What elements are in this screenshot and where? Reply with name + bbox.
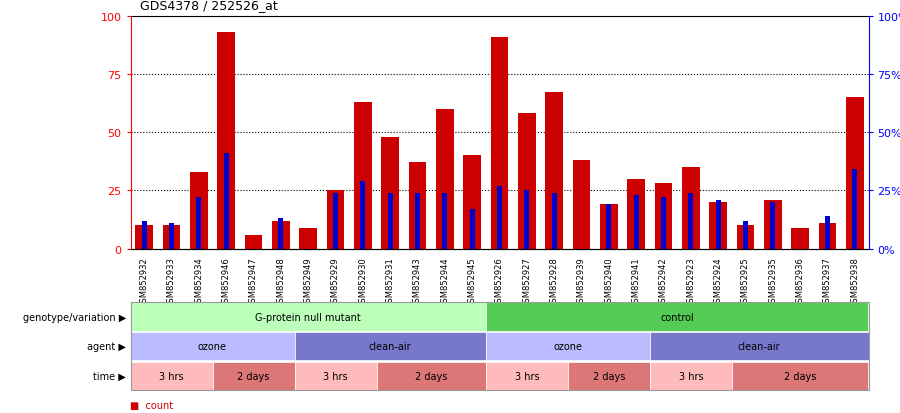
- Bar: [141, 221, 147, 249]
- Bar: [497, 186, 502, 249]
- Text: 3 hrs: 3 hrs: [515, 371, 539, 381]
- Text: ozone: ozone: [198, 342, 227, 351]
- Bar: [190, 172, 208, 249]
- Text: 3 hrs: 3 hrs: [679, 371, 703, 381]
- Bar: [600, 205, 617, 249]
- Bar: [736, 226, 754, 249]
- Bar: [464, 156, 481, 249]
- Bar: [688, 193, 694, 249]
- Text: G-protein null mutant: G-protein null mutant: [256, 312, 361, 322]
- Text: 2 days: 2 days: [415, 371, 447, 381]
- Bar: [846, 98, 864, 249]
- Bar: [388, 193, 392, 249]
- Bar: [272, 221, 290, 249]
- Bar: [333, 193, 338, 249]
- Text: ■  percentile rank within the sample: ■ percentile rank within the sample: [130, 412, 311, 413]
- Bar: [278, 219, 284, 249]
- Text: time ▶: time ▶: [94, 371, 126, 381]
- Bar: [300, 228, 317, 249]
- Bar: [442, 193, 447, 249]
- Bar: [327, 191, 345, 249]
- Bar: [163, 226, 180, 249]
- Text: control: control: [661, 312, 694, 322]
- Bar: [742, 221, 748, 249]
- Bar: [382, 138, 399, 249]
- Bar: [682, 168, 699, 249]
- Bar: [791, 228, 809, 249]
- Bar: [661, 198, 666, 249]
- Text: clean-air: clean-air: [738, 342, 780, 351]
- Bar: [169, 223, 175, 249]
- Bar: [436, 109, 454, 249]
- Bar: [545, 93, 563, 249]
- Bar: [491, 38, 508, 249]
- Bar: [409, 163, 427, 249]
- Bar: [135, 226, 153, 249]
- Bar: [196, 198, 202, 249]
- Bar: [709, 202, 727, 249]
- Text: 3 hrs: 3 hrs: [159, 371, 184, 381]
- Text: 2 days: 2 days: [592, 371, 625, 381]
- Text: clean-air: clean-air: [369, 342, 411, 351]
- Bar: [552, 193, 557, 249]
- Bar: [819, 223, 836, 249]
- Bar: [634, 196, 639, 249]
- Bar: [217, 33, 235, 249]
- Bar: [607, 205, 611, 249]
- Bar: [518, 114, 536, 249]
- Text: 2 days: 2 days: [238, 371, 270, 381]
- Bar: [223, 154, 229, 249]
- Text: ■  count: ■ count: [130, 400, 174, 410]
- Text: genotype/variation ▶: genotype/variation ▶: [22, 312, 126, 322]
- Text: GDS4378 / 252526_at: GDS4378 / 252526_at: [140, 0, 277, 12]
- Text: 2 days: 2 days: [784, 371, 816, 381]
- Bar: [245, 235, 263, 249]
- Bar: [627, 179, 645, 249]
- Text: agent ▶: agent ▶: [87, 342, 126, 351]
- Bar: [770, 202, 776, 249]
- Bar: [415, 193, 420, 249]
- Bar: [764, 200, 782, 249]
- Bar: [824, 216, 830, 249]
- Bar: [654, 184, 672, 249]
- Bar: [360, 182, 365, 249]
- Bar: [572, 161, 590, 249]
- Bar: [354, 102, 372, 249]
- Text: ozone: ozone: [554, 342, 582, 351]
- Bar: [852, 170, 858, 249]
- Bar: [524, 191, 529, 249]
- Bar: [470, 209, 475, 249]
- Text: 3 hrs: 3 hrs: [323, 371, 347, 381]
- Bar: [716, 200, 721, 249]
